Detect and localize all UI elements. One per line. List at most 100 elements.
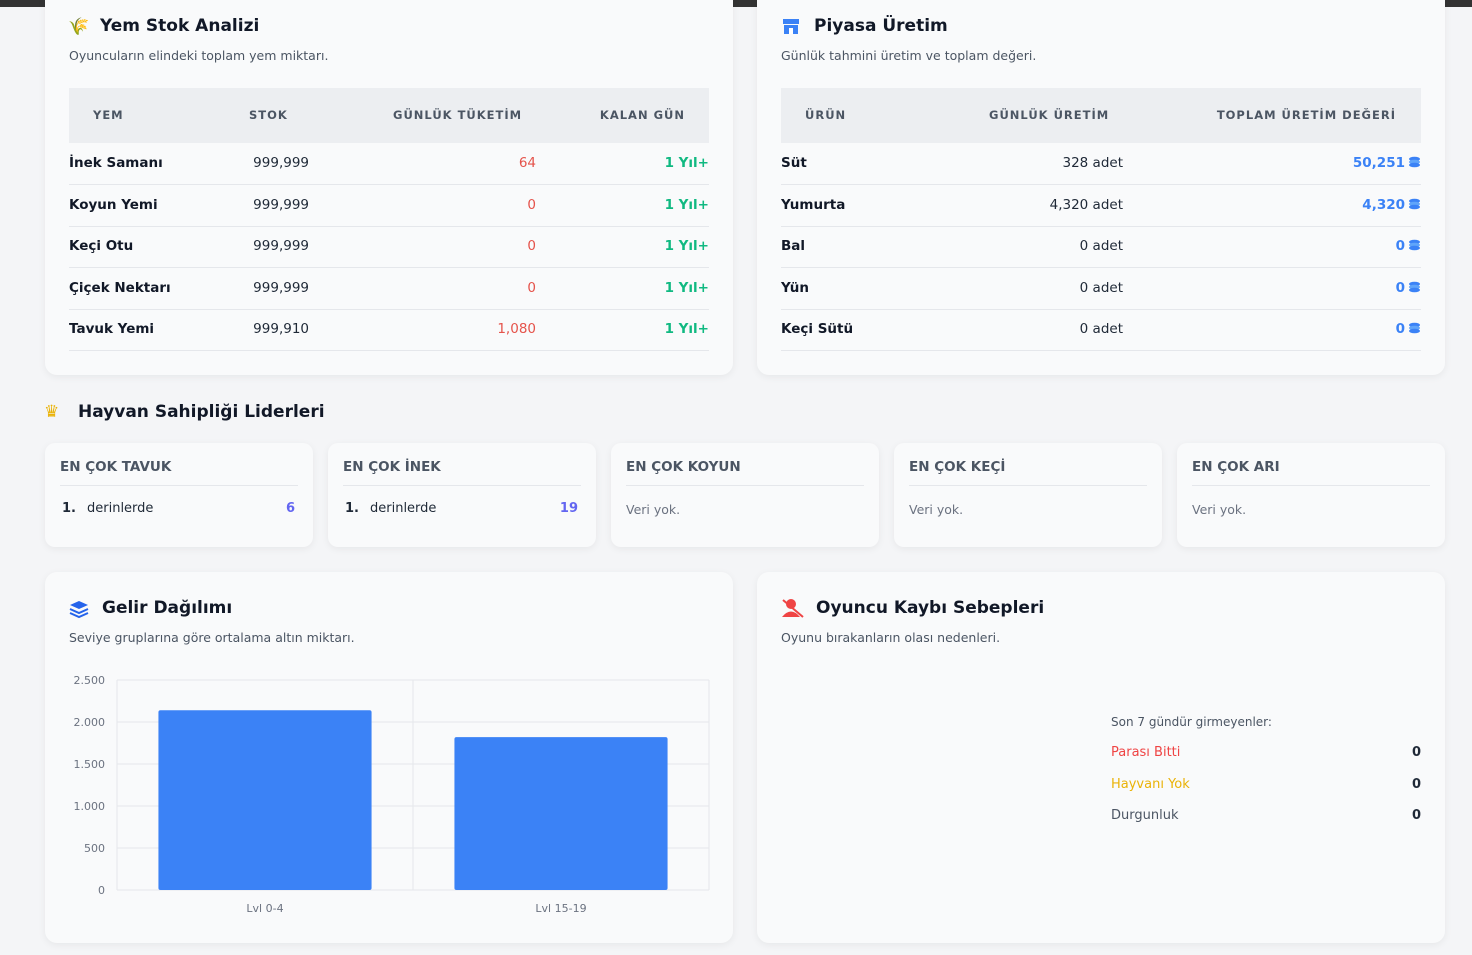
top-bar [0,0,1472,7]
y-tick-label: 1.500 [74,758,106,771]
table-cell: 0 [527,238,536,254]
row-divider [781,350,1421,351]
section-title: Hayvan Sahipliği Liderleri [78,402,325,422]
table-cell: 1 Yıl+ [664,238,709,254]
crown-icon: ♛ [44,402,60,422]
churn-label: Son 7 gündür girmeyenler: [1111,715,1272,729]
churn-card [757,572,1445,943]
churn-name: Durgunluk [1111,808,1179,823]
market-icon [783,19,799,34]
player-name: derinlerde [370,501,437,516]
table-cell: 1 Yıl+ [664,155,709,171]
leader-card [45,443,313,547]
table-cell: 4,320 adet [1049,196,1123,213]
table-cell: 0 [1396,280,1421,296]
table-cell: İnek Samanı [69,155,163,171]
table-cell: 1 Yıl+ [664,279,709,296]
table-cell: 64 [518,155,536,171]
leader-title: EN ÇOK KEÇİ [909,459,1006,475]
leader-title: EN ÇOK KOYUN [626,459,741,475]
table-cell: 0 [1396,321,1421,337]
table-cell: Keçi Sütü [781,321,854,337]
leader-title: EN ÇOK İNEK [343,459,441,475]
table-cell: 1 Yıl+ [664,321,709,337]
leader-divider [1192,485,1430,486]
bar [158,710,372,890]
table-cell: 0 [527,279,536,296]
table-cell: 1 Yıl+ [664,196,709,213]
feed-icon: 🌾 [68,17,90,37]
table-cell: Bal [781,238,806,254]
table-cell: 1,080 [497,321,536,337]
leader-divider [343,485,581,486]
y-tick-label: 1.000 [74,800,106,813]
table-cell: 4,320 [1362,197,1421,213]
income-chart: 0 500 1.000 1.500 2.000 2.500 Lvl 0-4 Lvl 15-19 [74,674,710,915]
table-header: YEM [93,108,124,122]
table-cell: 328 adet [1062,155,1124,171]
section-subtitle: Günlük tahmini üretim ve toplam değeri. [781,48,1037,63]
table-header: STOK [249,108,288,122]
leader-card [894,443,1162,547]
table-cell: 999,999 [253,238,309,254]
row-divider [69,308,709,310]
player-name: derinlerde [87,501,154,516]
table-cell: 999,999 [253,155,309,171]
section-title: Gelir Dağılımı [102,598,233,618]
section-title: Yem Stok Analizi [100,16,260,36]
table-cell: Çiçek Nektarı [69,279,171,296]
table-header: KALAN GÜN [599,108,685,122]
rank: 1. [345,501,359,516]
row-divider [69,267,709,268]
y-tick-label: 2.000 [74,716,106,729]
x-tick-label: Lvl 15-19 [535,902,586,915]
leader-title: EN ÇOK ARI [1192,459,1280,475]
churn-name: Parası Bitti [1111,745,1181,760]
leader-title: EN ÇOK TAVUK [60,459,172,475]
leader-card [1177,443,1445,547]
table-cell: 0 [527,196,536,213]
table-header: GÜNLÜK ÜRETİM [989,108,1110,122]
table-cell: 999,999 [253,196,309,213]
table-header-bg [781,88,1421,143]
row-divider [69,184,709,185]
table-header: GÜNLÜK TÜKETİM [393,108,523,122]
table-header: ÜRÜN [805,108,847,122]
row-divider [781,184,1421,185]
table-cell: Yumurta [781,196,846,213]
y-tick-label: 0 [98,884,105,897]
x-tick-label: Lvl 0-4 [246,902,283,915]
churn-value: 0 [1411,745,1421,760]
table-cell: 0 [1396,238,1421,254]
leader-divider [909,485,1147,486]
market-card [757,0,1445,375]
empty-text: Veri yok. [909,502,964,517]
row-divider [781,267,1421,268]
bar [454,737,668,890]
section-title: Oyuncu Kaybı Sebepleri [816,598,1045,618]
player-value: 19 [559,501,578,516]
empty-text: Veri yok. [1192,502,1247,517]
row-divider [69,350,709,351]
section-subtitle: Oyuncuların elindeki toplam yem miktarı. [69,48,329,63]
row-divider [781,225,1421,227]
layers-icon [69,601,89,619]
leader-card [328,443,596,547]
leader-divider [626,485,864,486]
section-subtitle: Seviye gruplarına göre ortalama altın mi… [69,630,355,645]
churn-value: 0 [1411,808,1421,823]
table-cell: Yün [781,279,810,296]
leader-divider [60,485,298,486]
section-subtitle: Oyunu bırakanların olası nedenleri. [781,630,1001,645]
row-divider [69,225,709,227]
table-cell: Koyun Yemi [69,196,158,213]
leader-card [611,443,879,547]
churn-value: 0 [1411,776,1421,792]
table-header-bg [69,88,709,143]
table-header: TOPLAM ÜRETİM DEĞERİ [1216,108,1396,122]
table-cell: 999,910 [253,321,309,337]
empty-text: Veri yok. [626,502,681,517]
rank: 1. [62,501,76,516]
table-cell: Keçi Otu [69,238,134,254]
